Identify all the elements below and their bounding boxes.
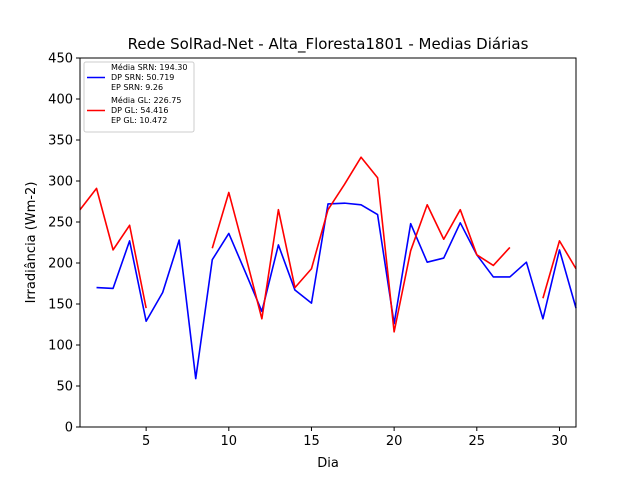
x-tick-label: 5 [142,434,150,449]
legend-box [83,61,195,133]
x-tick-label: 10 [221,434,238,449]
y-tick-label: 300 [48,175,73,190]
legend-entry-srn: DP SRN: 50.719 [111,73,174,82]
y-tick-label: 250 [48,216,73,231]
y-axis: 0 50 100 150 200 250 300 350 400 450 [48,52,80,436]
x-tick-label: 20 [386,434,403,449]
x-axis: 5 10 15 20 25 30 [142,427,568,449]
legend-entry-gl: Média GL: 226.75 [111,95,181,105]
y-tick-label: 50 [56,380,73,395]
series-line-gl [79,156,577,333]
y-tick-label: 200 [48,257,73,272]
series-line-srn [96,202,577,380]
legend-entry-gl: EP GL: 10.472 [111,116,167,125]
y-tick-label: 150 [48,298,73,313]
y-tick-label: 450 [48,52,73,67]
legend-entry-srn: EP SRN: 9.26 [111,83,163,92]
legend-entry-gl: DP GL: 54.416 [111,106,168,115]
y-tick-label: 0 [65,421,73,436]
x-tick-label: 15 [303,434,320,449]
y-tick-label: 100 [48,339,73,354]
chart-title: Rede SolRad-Net - Alta_Floresta1801 - Me… [128,35,529,54]
y-tick-label: 400 [48,93,73,108]
x-tick-label: 25 [469,434,486,449]
y-tick-label: 350 [48,134,73,149]
x-axis-label: Dia [317,456,339,471]
y-axis-label: Irradiância (Wm-2) [24,182,39,304]
series-layer [79,156,577,380]
x-tick-label: 30 [551,434,568,449]
plot-area-frame [79,57,577,428]
legend-entry-srn: Média SRN: 194.30 [111,62,187,72]
